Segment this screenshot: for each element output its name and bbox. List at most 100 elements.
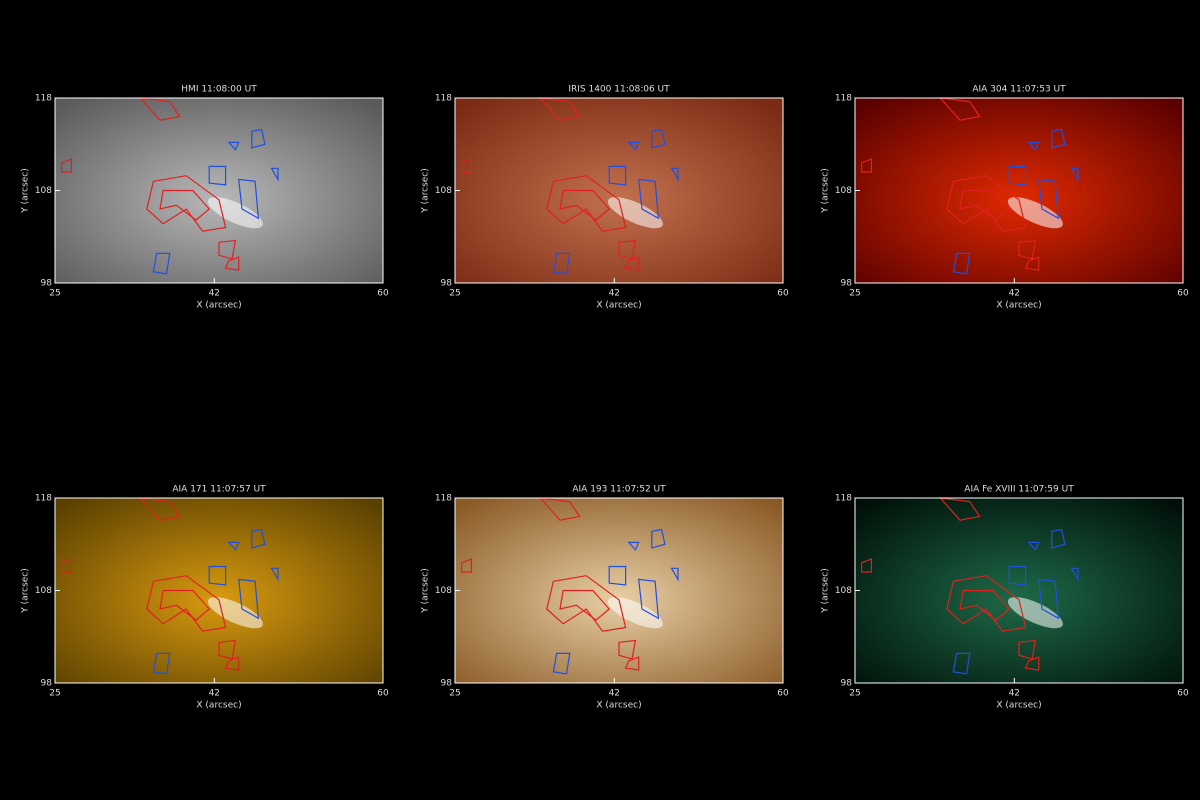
y-tick-label: 118 [35,94,52,104]
red-contour [559,589,611,621]
panel-title: IRIS 1400 11:08:06 UT [568,85,670,95]
red-contour [618,239,637,260]
blue-contour [238,578,260,620]
y-axis-label: Y (arcsec) [21,568,31,614]
blue-contour [651,128,666,149]
y-tick-label: 108 [835,186,852,196]
red-contour [538,497,581,521]
red-contour [546,175,627,232]
blue-contour [638,578,660,620]
red-contour [224,256,240,271]
x-tick-label: 25 [449,289,460,299]
blue-contour [552,652,571,675]
blue-contour [227,141,240,151]
blue-contour [651,528,666,549]
red-contour [159,189,211,221]
y-tick-label: 98 [441,279,453,289]
red-contour [938,97,981,121]
red-contour [946,575,1027,632]
red-contour [946,175,1027,232]
red-contour [461,158,472,173]
panel-title: AIA 304 11:07:53 UT [972,85,1066,95]
y-tick-label: 108 [35,186,52,196]
y-tick-label: 108 [835,586,852,596]
red-contour [538,97,581,121]
y-tick-label: 118 [835,494,852,504]
y-tick-label: 108 [435,186,452,196]
y-axis-label: Y (arcsec) [821,568,831,614]
x-tick-label: 42 [1009,289,1020,299]
blue-contour [251,128,266,149]
x-tick-label: 60 [377,289,389,299]
y-axis-label: Y (arcsec) [21,168,31,214]
red-contour [938,497,981,521]
x-axis-label: X (arcsec) [596,701,641,711]
y-tick-label: 98 [841,279,853,289]
panel-title: AIA Fe XVIII 11:07:59 UT [964,485,1074,495]
x-tick-label: 42 [1009,689,1020,699]
x-axis-label: X (arcsec) [996,301,1041,311]
x-tick-label: 25 [49,689,60,699]
panel-title: HMI 11:08:00 UT [181,85,257,95]
y-tick-label: 118 [435,494,452,504]
blue-contour [208,165,227,186]
red-contour [218,239,237,260]
x-tick-label: 42 [209,689,220,699]
blue-contour [251,528,266,549]
blue-contour [238,178,260,220]
blue-contour [552,252,571,275]
red-contour [624,256,640,271]
red-contour [146,175,227,232]
y-tick-label: 118 [435,94,452,104]
bright-region [207,197,263,229]
blue-contour [152,652,171,675]
x-tick-label: 25 [849,289,860,299]
red-contour [146,575,227,632]
x-tick-label: 60 [777,289,789,299]
x-tick-label: 25 [849,689,860,699]
x-tick-label: 42 [609,689,620,699]
blue-contour [270,167,279,182]
panel-title: AIA 171 11:07:57 UT [172,485,266,495]
x-axis-label: X (arcsec) [596,301,641,311]
blue-contour [627,541,640,551]
blue-contour [627,141,640,151]
bright-region [1007,597,1063,629]
blue-contour [952,652,971,675]
y-axis-label: Y (arcsec) [421,168,431,214]
bright-region [1007,197,1063,229]
blue-contour [1051,128,1066,149]
red-contour [1018,239,1037,260]
red-contour [546,575,627,632]
x-tick-label: 25 [49,289,60,299]
red-contour [159,589,211,621]
x-axis-label: X (arcsec) [196,701,241,711]
blue-contour [1027,541,1040,551]
panel-title: AIA 193 11:07:52 UT [572,485,666,495]
y-axis-label: Y (arcsec) [821,168,831,214]
blue-contour [1008,165,1027,186]
blue-contour [608,565,627,586]
red-contour [559,189,611,221]
x-tick-label: 25 [449,689,460,699]
x-axis-label: X (arcsec) [196,301,241,311]
red-contour [959,589,1011,621]
y-tick-label: 98 [41,279,53,289]
y-axis-label: Y (arcsec) [421,568,431,614]
blue-contour [608,165,627,186]
red-contour [61,558,72,573]
x-axis-label: X (arcsec) [996,701,1041,711]
x-tick-label: 42 [209,289,220,299]
red-contour [61,158,72,173]
y-tick-label: 98 [41,679,53,689]
red-contour [138,97,181,121]
bright-region [607,197,663,229]
y-tick-label: 98 [841,679,853,689]
y-tick-label: 98 [441,679,453,689]
blue-contour [1051,528,1066,549]
blue-contour [152,252,171,275]
x-tick-label: 60 [1177,689,1189,699]
red-contour [861,158,872,173]
bright-region [607,597,663,629]
